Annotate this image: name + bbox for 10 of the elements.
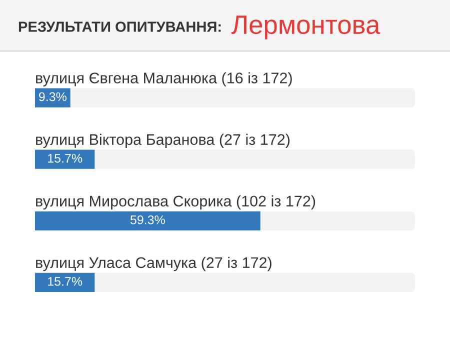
data-label: 15.7% bbox=[48, 277, 82, 286]
y-tick-label: вулиця Уласа Самчука (27 із 172) bbox=[36, 256, 272, 272]
chart-title: РЕЗУЛЬТАТИ ОПИТУВАННЯ: bbox=[18, 22, 221, 32]
y-tick-label: вулиця Віктора Баранова (27 із 172) bbox=[36, 134, 290, 148]
data-label: 59.3% bbox=[130, 215, 165, 224]
data-label: 15.7% bbox=[48, 154, 82, 163]
chart-subtitle: Лермонтова bbox=[231, 16, 380, 40]
data-label: 9.3% bbox=[39, 92, 66, 102]
y-tick-label: вулиця Мирослава Скорика (102 із 172) bbox=[36, 195, 316, 210]
y-tick-label: вулиця Євгена Маланюка (16 із 172) bbox=[36, 72, 292, 86]
